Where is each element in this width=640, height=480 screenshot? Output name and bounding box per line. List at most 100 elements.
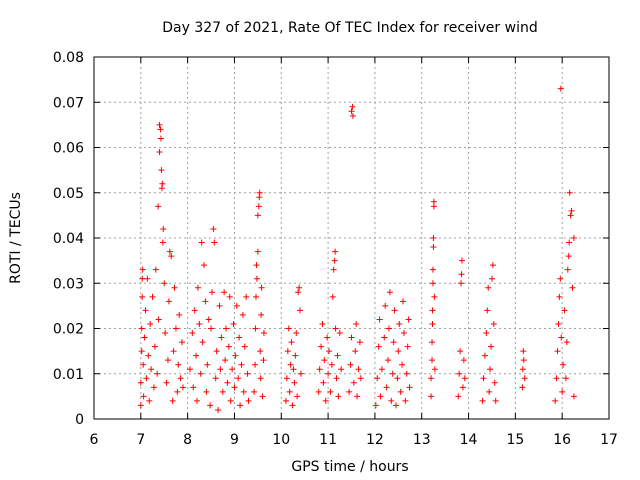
data-point [429, 280, 436, 287]
data-point [254, 212, 261, 219]
data-point [321, 357, 328, 364]
data-point [245, 397, 252, 404]
data-point [241, 343, 248, 350]
data-point [210, 225, 217, 232]
data-point [353, 320, 360, 327]
data-point [294, 393, 301, 400]
data-point [159, 239, 166, 246]
data-point [204, 361, 211, 368]
data-point [139, 293, 146, 300]
data-point [348, 334, 355, 341]
data-point [557, 275, 564, 282]
data-point [191, 307, 198, 314]
data-point [555, 320, 562, 327]
data-point [349, 103, 356, 110]
data-point [240, 388, 247, 395]
y-tick-label: 0.06 [53, 141, 84, 157]
data-point [260, 357, 267, 364]
data-point [388, 397, 395, 404]
data-point [213, 348, 220, 355]
data-point [162, 330, 169, 337]
data-point [193, 352, 200, 359]
data-point [237, 402, 244, 409]
data-point [352, 348, 359, 355]
y-axis-ticks: 0 0.01 0.02 0.03 0.04 0.05 0.06 0.07 0.08 [53, 50, 609, 428]
data-point [348, 108, 355, 115]
data-point [221, 289, 228, 296]
data-point [354, 393, 361, 400]
data-point [328, 361, 335, 368]
data-point [559, 388, 566, 395]
data-point [349, 112, 356, 119]
data-point [324, 334, 331, 341]
data-point [560, 361, 567, 368]
data-point [142, 307, 149, 314]
data-point [189, 330, 196, 337]
data-point [391, 307, 398, 314]
data-point [148, 366, 155, 373]
data-point [179, 384, 186, 391]
data-point [336, 330, 343, 337]
data-point [174, 388, 181, 395]
data-point [285, 325, 292, 332]
data-point [487, 366, 494, 373]
data-point [554, 348, 561, 355]
data-point [397, 388, 404, 395]
data-point [144, 275, 151, 282]
data-point [175, 361, 182, 368]
data-point [208, 289, 215, 296]
data-point [325, 370, 332, 377]
y-axis-label: ROTI / TECUs [8, 192, 24, 284]
data-point [252, 325, 259, 332]
data-point [150, 384, 157, 391]
data-point [458, 271, 465, 278]
data-point [205, 316, 212, 323]
data-point [171, 284, 178, 291]
data-point [386, 289, 393, 296]
data-point [399, 361, 406, 368]
data-point [287, 361, 294, 368]
data-point [284, 348, 291, 355]
data-point [295, 289, 302, 296]
data-point [253, 262, 260, 269]
data-point [519, 384, 526, 391]
data-point [376, 316, 383, 323]
data-point [556, 293, 563, 300]
data-point [154, 370, 161, 377]
data-point [455, 393, 462, 400]
data-point [231, 384, 238, 391]
data-point [333, 375, 340, 382]
data-point [257, 375, 264, 382]
data-point [456, 370, 463, 377]
y-tick-label: 0 [75, 412, 84, 428]
data-point [217, 366, 224, 373]
data-point [179, 339, 186, 346]
data-point [254, 248, 261, 255]
data-point [332, 248, 339, 255]
data-point [138, 348, 145, 355]
data-point [216, 302, 223, 309]
data-point [146, 397, 153, 404]
data-point [211, 239, 218, 246]
data-point [461, 375, 468, 382]
data-point [257, 348, 264, 355]
data-point [428, 393, 435, 400]
data-point [322, 397, 329, 404]
data-point [382, 302, 389, 309]
data-point [156, 149, 163, 156]
data-point [460, 357, 467, 364]
data-point [225, 343, 232, 350]
data-point [318, 343, 325, 350]
data-point [520, 357, 527, 364]
data-point [256, 189, 263, 196]
x-tick-label: 8 [183, 432, 192, 448]
data-point [400, 330, 407, 337]
data-point [356, 339, 363, 346]
data-point [319, 320, 326, 327]
data-point [236, 334, 243, 341]
data-point [198, 239, 205, 246]
x-axis-ticks: 6 7 8 9 10 11 12 13 14 15 16 17 [90, 57, 618, 448]
data-point [140, 393, 147, 400]
data-point [430, 235, 437, 241]
